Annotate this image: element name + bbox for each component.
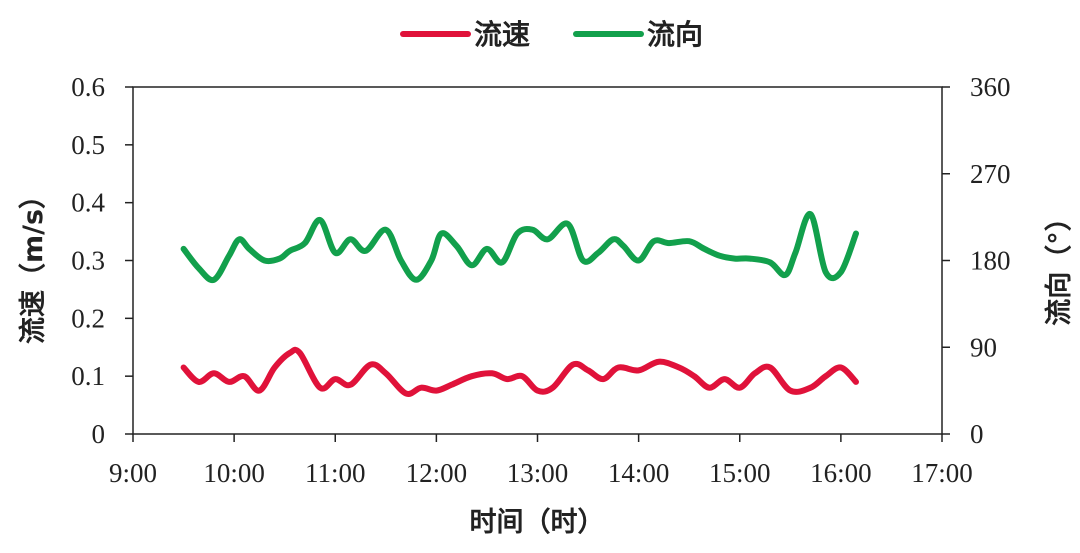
y-axis-left-title: 流速（m/s）: [18, 182, 49, 344]
legend-label-flow-direction: 流向: [647, 18, 703, 51]
y-left-tick-label: 0.5: [71, 130, 105, 160]
y-axis-right-title: 流向（°）: [1043, 204, 1075, 326]
y-right-tick-label: 270: [970, 159, 1011, 189]
y-axis-left: 0 0.1 0.2 0.3 0.4 0.5 0.6: [71, 72, 133, 449]
y-left-tick-label: 0.4: [71, 188, 105, 218]
y-left-tick-label: 0.3: [71, 246, 105, 276]
x-tick-label: 10:00: [203, 458, 265, 488]
x-tick-label: 15:00: [709, 458, 771, 488]
x-tick-label: 13:00: [507, 458, 569, 488]
legend: 流速 流向: [400, 18, 703, 51]
y-right-tick-label: 360: [970, 72, 1011, 102]
y-right-tick-label: 90: [970, 332, 997, 362]
x-tick-label: 9:00: [109, 458, 157, 488]
series-line-flow-speed: [180, 346, 859, 397]
x-tick-label: 12:00: [406, 458, 468, 488]
x-tick-label: 11:00: [305, 458, 366, 488]
series-layer: [180, 211, 859, 397]
y-left-tick-label: 0.6: [71, 72, 105, 102]
y-left-tick-label: 0: [92, 419, 106, 449]
x-tick-label: 14:00: [608, 458, 670, 488]
series-line-flow-direction: [180, 211, 859, 284]
x-axis-title: 时间（时）: [470, 507, 605, 538]
y-left-tick-label: 0.1: [71, 361, 105, 391]
x-tick-label: 16:00: [810, 458, 872, 488]
legend-label-flow-speed: 流速: [474, 18, 530, 51]
y-right-tick-label: 0: [970, 419, 984, 449]
y-right-tick-label: 180: [970, 246, 1011, 276]
y-axis-right: 0 90 180 270 360: [942, 72, 1011, 449]
x-tick-label: 17:00: [911, 458, 973, 488]
x-axis: 9:00 10:00 11:00 12:00 13:00 14:00 15:00 16:00 1…: [109, 434, 973, 488]
y-left-tick-label: 0.2: [71, 303, 105, 333]
